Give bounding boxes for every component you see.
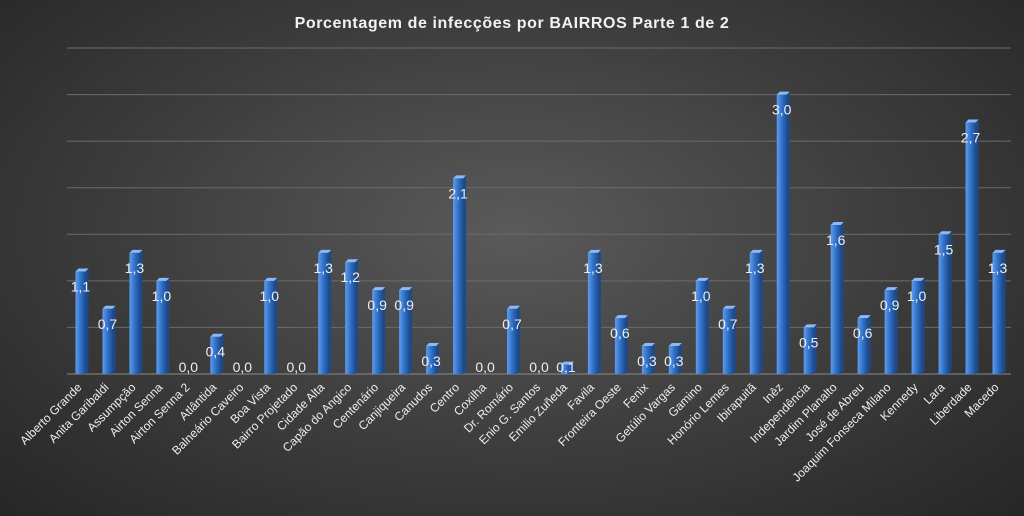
bar: [695, 277, 709, 374]
bar: [857, 315, 871, 374]
data-label: 0,1: [556, 359, 576, 375]
bar: [156, 277, 170, 374]
data-label: 1,0: [691, 288, 711, 304]
bar: [426, 343, 440, 374]
bar: [453, 175, 467, 374]
data-label: 2,7: [961, 130, 981, 146]
data-label: 1,6: [826, 232, 846, 248]
data-label: 0,7: [718, 316, 738, 332]
data-label: 0,0: [179, 359, 199, 375]
bar: [129, 249, 143, 374]
data-label: 0,7: [98, 316, 118, 332]
data-label: 3,0: [772, 102, 792, 118]
bar: [830, 221, 844, 374]
data-label: 0,0: [233, 359, 253, 375]
bar: [264, 277, 278, 374]
data-label: 1,1: [71, 279, 91, 295]
bar: [345, 259, 359, 374]
data-label: 0,3: [637, 353, 657, 369]
data-label: 0,6: [853, 325, 873, 341]
bar: [884, 287, 898, 374]
data-label: 2,1: [448, 185, 468, 201]
bar: [965, 119, 979, 374]
data-label: 0,9: [880, 297, 900, 313]
data-label: 1,3: [125, 260, 145, 276]
data-label: 0,9: [367, 297, 387, 313]
bar: [318, 249, 332, 374]
data-label: 1,3: [313, 260, 333, 276]
data-label: 1,0: [152, 288, 172, 304]
data-label: 0,9: [394, 297, 414, 313]
data-label: 0,0: [529, 359, 549, 375]
bar: [560, 361, 574, 374]
bar: [668, 343, 682, 374]
bar: [507, 305, 521, 374]
bar: [992, 249, 1006, 374]
data-label: 0,3: [664, 353, 684, 369]
bar: [803, 324, 817, 374]
data-label: 0,4: [206, 344, 226, 360]
data-label: 0,7: [502, 316, 522, 332]
data-label: 0,0: [287, 359, 307, 375]
data-label: 1,2: [340, 269, 360, 285]
data-label: 0,3: [421, 353, 441, 369]
bar: [102, 305, 116, 374]
bars: [75, 91, 1006, 375]
data-label: 1,0: [907, 288, 927, 304]
bar: [722, 305, 736, 374]
data-label: 1,3: [583, 260, 603, 276]
bar: [210, 333, 224, 374]
data-label: 0,0: [475, 359, 495, 375]
data-label: 1,0: [260, 288, 280, 304]
data-label: 0,6: [610, 325, 630, 341]
bar: [614, 315, 628, 374]
bar: [587, 249, 601, 374]
bar: [749, 249, 763, 374]
data-label: 0,5: [799, 334, 819, 350]
bar: [938, 231, 952, 374]
bar: [911, 277, 925, 374]
data-label: 1,3: [745, 260, 765, 276]
chart-title: Porcentagem de infecções por BAIRROS Par…: [295, 15, 730, 32]
data-label: 1,5: [934, 241, 954, 257]
bar: [372, 287, 386, 374]
data-labels: 1,1 0,7 1,3 1,0 0,0 0,4 0,0 1,0 0,0 1,3 1,2 0,9 0,9 0…: [71, 102, 1008, 375]
bar: [641, 343, 655, 374]
data-label: 1,3: [988, 260, 1008, 276]
bar: [75, 268, 89, 374]
gridlines: [67, 47, 1011, 375]
bar: [399, 287, 413, 374]
bar: [776, 91, 790, 375]
